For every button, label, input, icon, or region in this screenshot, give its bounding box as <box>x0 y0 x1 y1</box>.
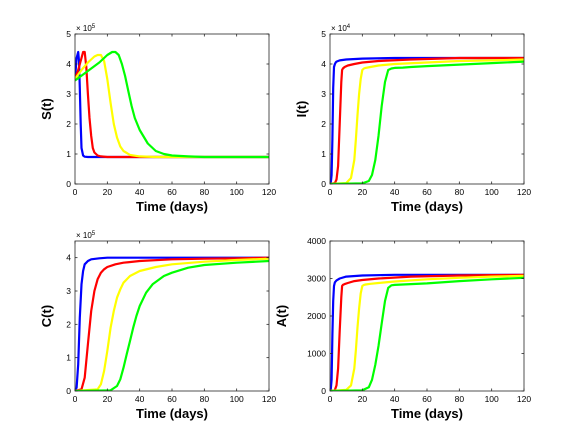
x-axis-label: Time (days) <box>391 406 463 421</box>
series-line-3 <box>75 257 269 391</box>
y-tick-label: 0 <box>321 386 326 396</box>
y-tick-label: 0 <box>66 386 71 396</box>
x-tick-label: 20 <box>358 394 368 404</box>
y-tick-label: 4 <box>321 59 326 69</box>
axes-box <box>329 33 525 185</box>
chart-panel-3: 0 20 40 60 80 100 120 0 1 2 3 4 × 105 Time (days) C(t) <box>39 231 276 421</box>
series-line-3 <box>75 53 269 159</box>
y-tick-label: 4000 <box>307 236 326 246</box>
x-tick-label: 80 <box>200 187 210 197</box>
x-tick-label: 100 <box>230 394 244 404</box>
series-line-4 <box>330 60 524 184</box>
x-tick-label: 60 <box>167 394 177 404</box>
series-line-1 <box>75 256 269 391</box>
y-tick-label: 2000 <box>307 311 326 321</box>
series-line-2 <box>330 273 524 391</box>
x-tick-label: 0 <box>73 187 78 197</box>
y-axis-label: S(t) <box>39 98 54 120</box>
x-tick-label: 20 <box>103 394 113 404</box>
x-tick-label: 20 <box>358 187 368 197</box>
series-line-1 <box>75 50 269 159</box>
x-tick-label: 120 <box>262 394 276 404</box>
y-tick-label: 1 <box>66 149 71 159</box>
y-tick-label: 3000 <box>307 274 326 284</box>
x-tick-label: 40 <box>390 394 400 404</box>
y-axis-label: A(t) <box>274 305 289 327</box>
y-tick-label: 1 <box>321 149 326 159</box>
y-tick-label: 0 <box>66 179 71 189</box>
y-tick-label: 4 <box>66 59 71 69</box>
y-tick-label: 2 <box>66 319 71 329</box>
series-line-2 <box>330 56 524 184</box>
y-tick-label: 4 <box>66 253 71 263</box>
x-tick-label: 60 <box>422 187 432 197</box>
y-tick-label: 2 <box>66 119 71 129</box>
x-tick-label: 60 <box>167 187 177 197</box>
y-tick-label: 3 <box>66 89 71 99</box>
x-tick-label: 120 <box>262 187 276 197</box>
y-tick-label: 3 <box>66 286 71 296</box>
y-tick-label: 1 <box>66 353 71 363</box>
series-line-4 <box>75 259 269 391</box>
x-tick-label: 0 <box>73 394 78 404</box>
chart-panel-4: 0 20 40 60 80 100 120 0 1000 2000 3000 4000 Time (da… <box>274 236 531 421</box>
series-line-3 <box>330 58 524 184</box>
chart-panel-1: 0 20 40 60 80 100 120 0 1 2 3 4 5 × 105 Time (days) S(t… <box>39 24 276 214</box>
y-multiplier: × 105 <box>76 231 96 240</box>
series-line-4 <box>330 276 524 391</box>
x-tick-label: 80 <box>455 187 465 197</box>
y-axis-label: I(t) <box>294 101 309 118</box>
x-tick-label: 100 <box>230 187 244 197</box>
y-tick-label: 5 <box>66 29 71 39</box>
x-axis-label: Time (days) <box>391 199 463 214</box>
chart-panel-2: 0 20 40 60 80 100 120 0 1 2 3 4 5 × 104 Time (days) I(t… <box>294 24 531 214</box>
x-tick-label: 0 <box>328 187 333 197</box>
x-axis-label: Time (days) <box>136 406 208 421</box>
x-axis-label: Time (days) <box>136 199 208 214</box>
x-tick-label: 100 <box>485 394 499 404</box>
series-line-1 <box>330 273 524 391</box>
series-line-2 <box>75 50 269 159</box>
x-tick-label: 0 <box>328 394 333 404</box>
y-axis-label: C(t) <box>39 305 54 327</box>
y-tick-label: 0 <box>321 179 326 189</box>
y-tick-label: 1000 <box>307 349 326 359</box>
x-tick-label: 80 <box>455 394 465 404</box>
x-tick-label: 60 <box>422 394 432 404</box>
x-tick-label: 120 <box>517 394 531 404</box>
x-tick-label: 20 <box>103 187 113 197</box>
series-line-1 <box>330 56 524 184</box>
x-tick-label: 80 <box>200 394 210 404</box>
x-tick-label: 100 <box>485 187 499 197</box>
x-tick-label: 40 <box>135 187 145 197</box>
y-tick-label: 3 <box>321 89 326 99</box>
y-tick-label: 5 <box>321 29 326 39</box>
x-tick-label: 120 <box>517 187 531 197</box>
series-line-2 <box>75 256 269 391</box>
y-tick-label: 2 <box>321 119 326 129</box>
x-tick-label: 40 <box>390 187 400 197</box>
series-line-4 <box>75 50 269 159</box>
x-tick-label: 40 <box>135 394 145 404</box>
y-multiplier: × 105 <box>76 24 96 33</box>
y-multiplier: × 104 <box>331 24 351 33</box>
series-line-3 <box>330 274 524 391</box>
